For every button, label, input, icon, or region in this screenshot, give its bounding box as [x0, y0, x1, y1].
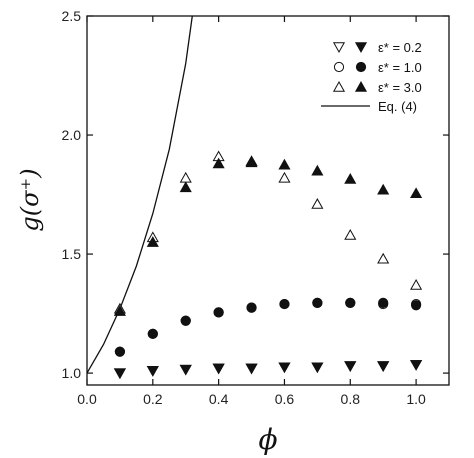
- series-2-open-point-2: [179, 171, 192, 183]
- x-tick-label-3: 0.6: [275, 391, 295, 407]
- x-axis-label: ϕ: [258, 423, 277, 456]
- series-2-filled-point-3: [212, 157, 225, 169]
- legend-filled-marker-1: [355, 61, 367, 73]
- series-0-filled-point-5: [278, 362, 291, 374]
- legend-label-eq4: Eq. (4): [378, 99, 417, 114]
- series-1-filled-point-7: [345, 297, 356, 308]
- eq4-line: [86, 15, 193, 374]
- y-tick-label-0: 1.0: [62, 365, 82, 381]
- legend-filled-marker-0: [354, 42, 368, 54]
- series-2-open-point-9: [410, 278, 423, 290]
- series-2-filled-point-2: [179, 181, 192, 193]
- ticks-layer: 0.0 0.2 0.4 0.6 0.8 1.0 1.0 1.5 2.0 2.5: [62, 8, 449, 407]
- legend-open-marker-2: [332, 80, 346, 92]
- series-2-open-point-8: [377, 252, 390, 264]
- series-2-filled-point-5: [278, 158, 291, 170]
- series-2-open-point-7: [344, 229, 357, 240]
- data-points-layer: [113, 150, 423, 380]
- legend-label-eps30: ε* = 3.0: [378, 80, 422, 95]
- y-axis-label: g(σ⁺): [16, 168, 44, 231]
- series-0-filled-point-2: [179, 364, 192, 376]
- eq4-line-layer: [86, 15, 193, 374]
- series-2-filled-point-4: [245, 156, 258, 168]
- legend-open-marker-1: [333, 61, 345, 73]
- series-0-filled-point-3: [212, 363, 225, 375]
- legend-label-eps10: ε* = 1.0: [378, 60, 422, 75]
- series-1-filled-point-6: [312, 297, 323, 308]
- x-tick-label-1: 0.2: [143, 391, 163, 407]
- legend-symbols: [321, 42, 370, 107]
- series-0-filled-point-6: [311, 362, 324, 374]
- legend-open-marker-0: [332, 42, 346, 54]
- series-2-open-point-6: [311, 198, 324, 209]
- series-2-filled-point-6: [311, 164, 324, 176]
- plot-frame: [86, 15, 450, 386]
- legend: ε* = 0.2 ε* = 1.0 ε* = 3.0 Eq. (4): [321, 40, 422, 114]
- series-1-filled-point-3: [213, 307, 224, 318]
- series-0-filled-point-8: [377, 361, 390, 372]
- series-2-filled-point-7: [344, 173, 357, 184]
- series-1-filled-point-9: [410, 300, 422, 311]
- series-1-filled-point-4: [246, 302, 257, 313]
- series-2-filled-point-8: [377, 183, 390, 195]
- x-tick-label-0: 0.0: [77, 391, 97, 407]
- series-1-filled-point-0: [114, 346, 126, 357]
- y-tick-label-2: 2.0: [62, 127, 82, 143]
- y-tick-label-3: 2.5: [62, 8, 82, 24]
- legend-label-eps02: ε* = 0.2: [378, 40, 422, 55]
- legend-filled-marker-2: [354, 80, 368, 92]
- x-tick-label-2: 0.4: [209, 391, 229, 407]
- series-0-filled-point-1: [146, 366, 159, 377]
- series-1-filled-point-5: [279, 298, 290, 310]
- series-2-open-point-5: [278, 171, 291, 183]
- x-tick-label-4: 0.8: [341, 391, 361, 407]
- series-2-filled-point-0: [113, 305, 126, 316]
- series-0-filled-point-4: [245, 363, 258, 375]
- x-tick-label-5: 1.0: [406, 391, 426, 407]
- series-1-filled-point-8: [378, 297, 389, 308]
- series-0-filled-point-7: [344, 361, 357, 372]
- series-2-filled-point-1: [146, 236, 159, 247]
- series-0-filled-point-0: [113, 368, 126, 380]
- series-2-filled-point-9: [410, 187, 423, 199]
- series-1-filled-point-1: [147, 328, 158, 339]
- y-tick-label-1: 1.5: [62, 246, 82, 262]
- series-1-filled-point-2: [180, 315, 191, 326]
- series-0-filled-point-9: [410, 360, 423, 371]
